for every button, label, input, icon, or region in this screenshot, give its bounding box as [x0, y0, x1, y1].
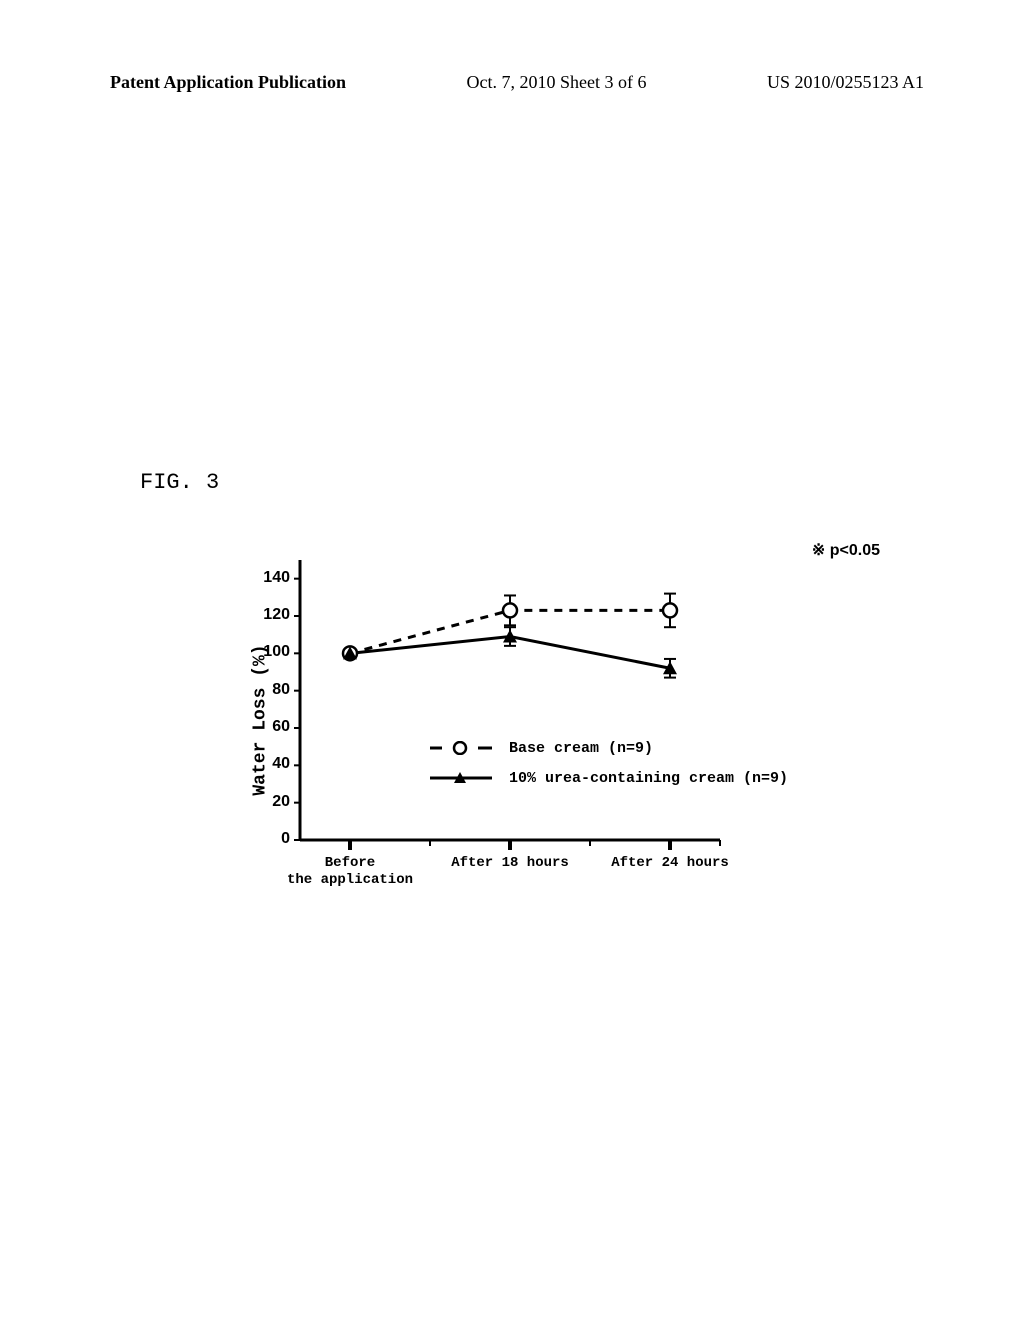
x-category-label: Beforethe application	[280, 855, 420, 889]
chart-svg	[230, 540, 790, 900]
y-tick-label: 120	[255, 606, 290, 624]
y-tick-label: 100	[255, 643, 290, 661]
legend-urea-cream: 10% urea-containing cream (n=9)	[430, 770, 788, 787]
y-tick-label: 80	[255, 681, 290, 699]
y-tick-label: 140	[255, 569, 290, 587]
legend-urea-label: 10% urea-containing cream (n=9)	[509, 770, 788, 787]
header-publication: Patent Application Publication	[110, 72, 346, 93]
y-tick-label: 40	[255, 755, 290, 773]
significance-note: ※ p<0.05	[812, 540, 880, 560]
legend-base-label: Base cream (n=9)	[509, 740, 653, 757]
header-date-sheet: Oct. 7, 2010 Sheet 3 of 6	[467, 72, 647, 93]
page-header: Patent Application Publication Oct. 7, 2…	[0, 72, 1024, 93]
x-category-label: After 24 hours	[600, 855, 740, 872]
y-tick-label: 60	[255, 718, 290, 736]
legend-base-cream: Base cream (n=9)	[430, 740, 653, 757]
y-tick-label: 0	[255, 830, 290, 848]
header-patent-number: US 2010/0255123 A1	[767, 72, 924, 93]
y-tick-label: 20	[255, 793, 290, 811]
page: Patent Application Publication Oct. 7, 2…	[0, 0, 1024, 1320]
figure-label: FIG. 3	[140, 470, 219, 495]
x-category-label: After 18 hours	[440, 855, 580, 872]
water-loss-chart: ※ p<0.05 Water Loss (%) 0204060801001201…	[230, 540, 790, 900]
